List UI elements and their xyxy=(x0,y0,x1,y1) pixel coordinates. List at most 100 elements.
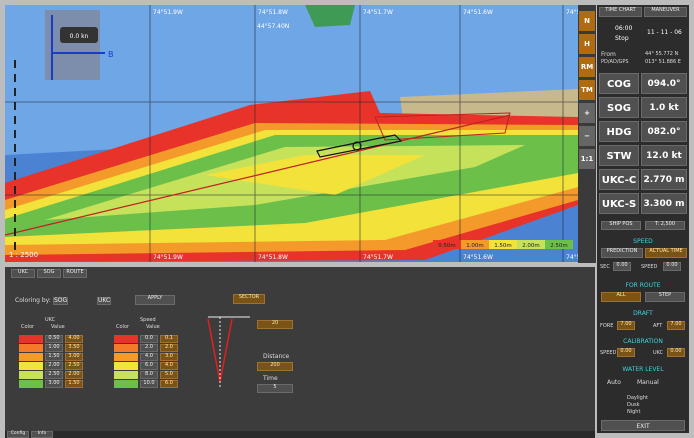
grid-label: 74°51.6W xyxy=(463,254,493,261)
color-swatch xyxy=(114,380,138,388)
button[interactable]: SECTOR xyxy=(233,294,265,304)
readout-value: 1.0 kt xyxy=(641,97,687,118)
status-tab[interactable]: Info xyxy=(31,431,53,438)
right-panel: TIME CHART MANEUVER 06:00 Stop 11 - 11 - 06 F… xyxy=(597,5,689,433)
table-value: 2.0 xyxy=(140,344,158,352)
grid-label: 74°51.7W xyxy=(363,254,393,261)
tab[interactable]: TIME CHART xyxy=(599,7,642,17)
color-swatch xyxy=(114,371,138,379)
tab[interactable]: UKC xyxy=(11,269,35,278)
table-limit: 2.0 xyxy=(160,344,178,352)
label: FORE xyxy=(600,323,614,329)
radio-option[interactable]: Auto xyxy=(607,379,621,386)
color-swatch xyxy=(114,362,138,370)
legend-label: 0.50m xyxy=(438,243,456,249)
toolbar: N UPH UPRM TM + − 1:1 xyxy=(578,5,596,263)
legend-label: 2.00m xyxy=(522,243,540,249)
readout-label: HDG xyxy=(599,121,639,142)
value: 44° 55.772 N xyxy=(645,51,679,57)
button[interactable]: SHIP POS xyxy=(601,221,641,230)
tab[interactable]: MANEUVER xyxy=(644,7,687,17)
value: 013° 51.886 E xyxy=(645,59,681,65)
label: UKC xyxy=(653,350,664,356)
color-swatch xyxy=(19,353,43,361)
color-swatch xyxy=(19,344,43,352)
toolbar-button[interactable]: − xyxy=(579,126,595,146)
legend-label: 1.00m xyxy=(466,243,484,249)
label: PD/AD/GPS xyxy=(601,59,629,65)
section-title: DRAFT xyxy=(633,310,653,317)
table-title: Speed xyxy=(140,317,156,323)
compass-label: B xyxy=(108,50,114,59)
table-limit: 4.0 xyxy=(160,362,178,370)
radio-option[interactable]: Night xyxy=(627,409,641,415)
radio-option[interactable]: Dusk xyxy=(627,402,640,408)
tab[interactable]: SOG xyxy=(37,269,61,278)
table-limit: 6.0 xyxy=(160,380,178,388)
section-title: FOR ROUTE xyxy=(625,282,661,289)
radio-option[interactable]: SOG xyxy=(53,297,69,305)
table-value: 0.50 xyxy=(45,335,63,343)
table-value: 2.00 xyxy=(45,362,63,370)
radio-option[interactable]: Daylight xyxy=(627,395,648,401)
chart-map[interactable]: 0.50m 1.00m 1.50m 2.00m 2.50m 74°51.9W 74°51.… xyxy=(5,5,578,262)
grid-label: 74°51.9W xyxy=(153,9,183,16)
radio-option[interactable]: Time xyxy=(263,375,278,382)
value: 0.00 xyxy=(613,262,631,271)
legend-swatch xyxy=(461,240,489,249)
status-tab[interactable]: Config xyxy=(7,431,29,438)
value: 0.00 xyxy=(663,262,681,271)
color-swatch xyxy=(19,362,43,370)
readout-value: 2.770 m xyxy=(641,169,687,190)
speed-readout: 0.0 kn xyxy=(70,33,89,40)
toolbar-button[interactable]: N UP xyxy=(579,11,595,45)
radio-option[interactable]: UKC xyxy=(97,297,112,305)
sector-diagram xyxy=(207,316,250,387)
table-header: Value xyxy=(146,324,160,330)
legend-label: 2.50m xyxy=(550,243,568,249)
label: Coloring by: xyxy=(15,297,51,304)
grid-label: 74°51.8W xyxy=(258,9,288,16)
radio-option[interactable]: Manual xyxy=(637,379,659,386)
label: SEC xyxy=(600,264,610,270)
mode: Stop xyxy=(615,35,629,42)
value: 0.00 xyxy=(617,348,635,357)
grid-label: 74°51.7W xyxy=(363,9,393,16)
radio-option[interactable]: Distance xyxy=(263,353,290,360)
value: 20 xyxy=(257,320,293,329)
toolbar-button[interactable]: 1:1 xyxy=(579,149,595,169)
table-value: 4.0 xyxy=(140,353,158,361)
toolbar-button[interactable]: + xyxy=(579,103,595,123)
color-swatch xyxy=(114,353,138,361)
value: 0.00 xyxy=(667,348,685,357)
table-value: 0.0 xyxy=(140,335,158,343)
table-limit: 3.50 xyxy=(65,344,83,352)
readout-value: 3.300 m xyxy=(641,193,687,214)
button[interactable]: APPLY xyxy=(135,295,175,305)
button[interactable]: EXIT xyxy=(601,420,685,431)
toolbar-button[interactable]: RM xyxy=(579,57,595,77)
table-limit: 1.50 xyxy=(65,380,83,388)
table-header: Color xyxy=(21,324,35,330)
button[interactable]: T: 2,500 xyxy=(645,221,685,230)
value: 7.00 xyxy=(617,321,635,330)
table-limit: 0.1 xyxy=(160,335,178,343)
button[interactable]: ALL xyxy=(601,292,641,302)
label: SPEED xyxy=(641,264,658,270)
color-swatch xyxy=(19,335,43,343)
readout-label: UKC-S xyxy=(599,193,639,214)
toolbar-button[interactable]: H UP xyxy=(579,34,595,68)
button[interactable]: PREDICTION xyxy=(601,248,643,258)
legend-label: 1.50m xyxy=(494,243,512,249)
tab[interactable]: ROUTE xyxy=(63,269,87,278)
color-swatch xyxy=(114,344,138,352)
scale-label: 1 : 2500 xyxy=(9,251,38,259)
button[interactable]: ACTUAL TIME xyxy=(645,248,687,258)
color-swatch xyxy=(19,371,43,379)
button[interactable]: STEP xyxy=(645,292,685,302)
toolbar-button[interactable]: TM xyxy=(579,80,595,100)
readout-label: STW xyxy=(599,145,639,166)
table-limit: 3.00 xyxy=(65,353,83,361)
table-header: Color xyxy=(116,324,130,330)
